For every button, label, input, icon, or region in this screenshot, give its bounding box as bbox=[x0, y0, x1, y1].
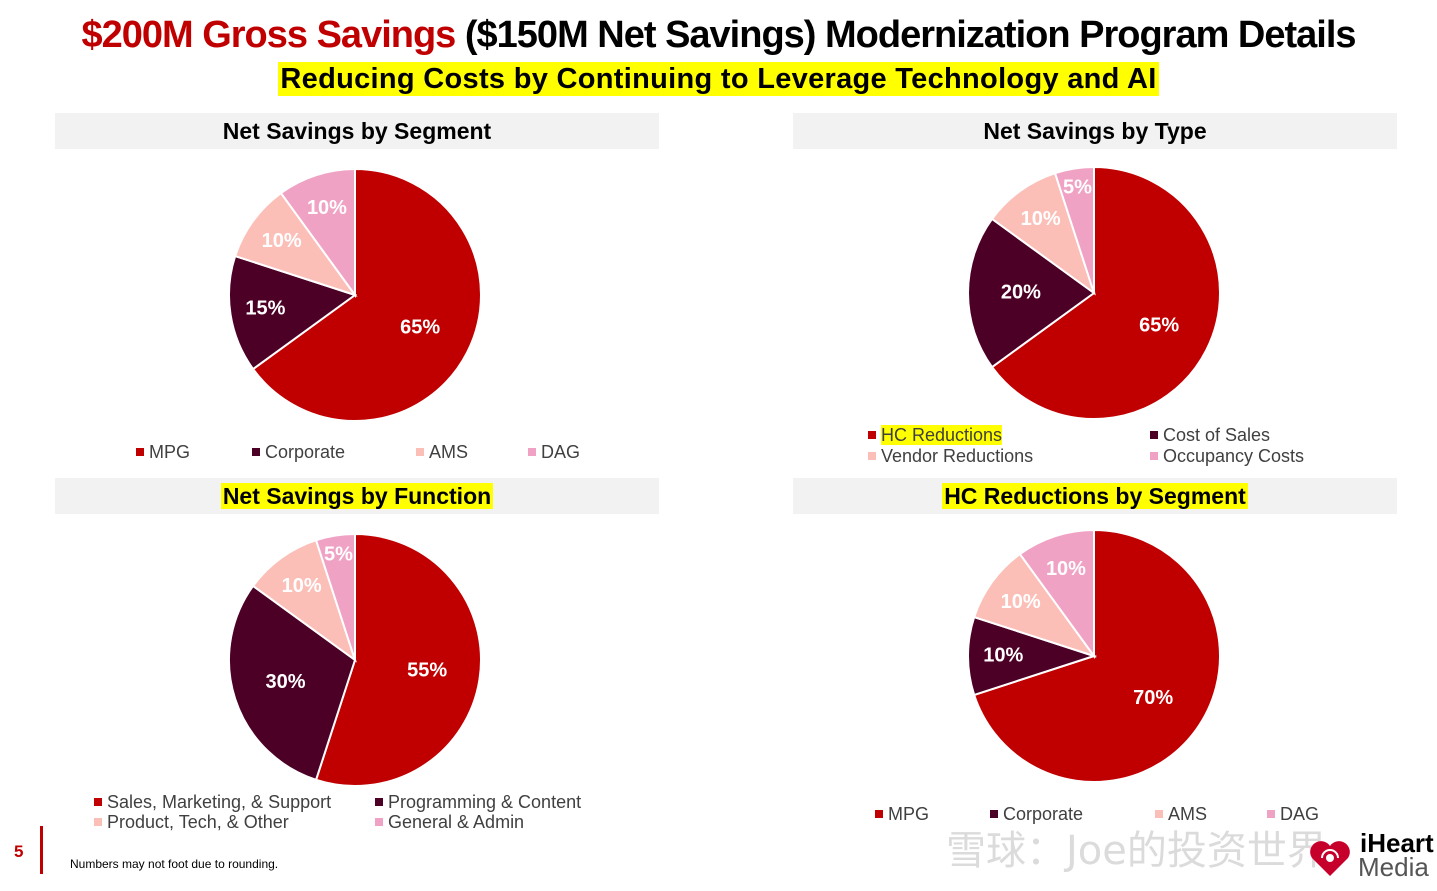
pie-slice-label: 20% bbox=[1001, 281, 1041, 303]
legend-item: DAG bbox=[528, 442, 580, 462]
pie-slice-label: 55% bbox=[407, 660, 447, 682]
page-number: 5 bbox=[14, 842, 24, 861]
pie-slice-label: 65% bbox=[400, 316, 440, 338]
pie-type: 65% 20% 10%5% bbox=[967, 165, 1221, 420]
legend-swatch bbox=[1267, 810, 1275, 818]
pie-slice-ams bbox=[233, 191, 358, 297]
legend-item: Programming & Content bbox=[375, 792, 581, 812]
legend-swatch bbox=[375, 818, 383, 826]
legend-item: MPG bbox=[875, 804, 929, 824]
legend-item: Sales, Marketing, & Support bbox=[94, 792, 331, 812]
legend-swatch bbox=[868, 431, 876, 439]
legend-item: Cost of Sales bbox=[1150, 425, 1270, 445]
legend-swatch bbox=[252, 448, 260, 456]
pie-slice-label: 70% bbox=[1133, 687, 1173, 709]
pie-slice-sales-marketing-support bbox=[314, 532, 482, 787]
legend-item: DAG bbox=[1267, 804, 1319, 824]
legend-item: AMS bbox=[416, 442, 468, 462]
pie-slice-label: 30% bbox=[265, 671, 305, 693]
pie-slice-dag bbox=[279, 167, 356, 299]
pie-function: 55% 30% 10%5% bbox=[228, 532, 482, 787]
pie-slice-corporate bbox=[228, 254, 358, 371]
chart-title-function: Net Savings by Function bbox=[55, 478, 659, 514]
pie-slice-product-tech-other bbox=[251, 538, 357, 663]
legend-swatch bbox=[875, 810, 883, 818]
legend-item: Corporate bbox=[990, 804, 1083, 824]
pie-slice-label: 5% bbox=[1063, 177, 1092, 199]
pie-slice-label: 65% bbox=[1139, 314, 1179, 336]
footnote: Numbers may not foot due to rounding. bbox=[70, 857, 279, 871]
pie-slice-label: 10% bbox=[1021, 208, 1061, 230]
pie-slice-label: 10% bbox=[262, 230, 302, 252]
pie-slice-cost-of-sales bbox=[967, 217, 1096, 369]
pie-slice-label: 10% bbox=[983, 644, 1023, 666]
legend-item: Vendor Reductions bbox=[868, 446, 1033, 466]
slide-title: $200M Gross Savings ($150M Net Savings) … bbox=[0, 14, 1437, 57]
legend-swatch bbox=[416, 448, 424, 456]
pie-slice-label: 10% bbox=[307, 197, 347, 219]
brand-heart-text: iHeart bbox=[1360, 828, 1434, 858]
watermark-text: 雪球：Joe的投资世界 bbox=[946, 828, 1327, 874]
legend-swatch bbox=[990, 810, 998, 818]
legend-swatch bbox=[136, 448, 144, 456]
pie-slice-ams bbox=[972, 552, 1097, 658]
legend-swatch bbox=[1155, 810, 1163, 818]
pie-slice-label: 10% bbox=[1001, 591, 1041, 613]
legend-swatch bbox=[868, 452, 876, 460]
pie-slice-label: 10% bbox=[282, 575, 322, 597]
page-divider bbox=[40, 826, 43, 874]
slide-subtitle: Reducing Costs by Continuing to Leverage… bbox=[278, 62, 1159, 96]
pie-slice-general-admin bbox=[314, 532, 356, 661]
legend-swatch bbox=[94, 798, 102, 806]
pie-slice-programming-content bbox=[228, 584, 357, 782]
legend-swatch bbox=[94, 818, 102, 826]
pie-slice-vendor-reductions bbox=[990, 171, 1096, 296]
legend-swatch bbox=[375, 798, 383, 806]
pie-slice-label: 15% bbox=[245, 297, 285, 319]
pie-slice-mpg bbox=[251, 167, 482, 422]
legend-swatch bbox=[528, 448, 536, 456]
legend-item: AMS bbox=[1155, 804, 1207, 824]
pie-segment: 65% 15% 10%10% bbox=[228, 167, 482, 422]
legend-item: Product, Tech, & Other bbox=[94, 812, 289, 832]
legend-item: General & Admin bbox=[375, 812, 524, 832]
pie-slice-corporate bbox=[967, 615, 1098, 697]
brand-media-text: Media bbox=[1358, 852, 1429, 882]
pie-hc-segment: 70%10%10%10% bbox=[967, 528, 1221, 783]
legend-item: Occupancy Costs bbox=[1150, 446, 1304, 466]
title-gross-savings: $200M Gross Savings bbox=[81, 14, 456, 56]
legend-item: Corporate bbox=[252, 442, 345, 462]
legend-item: MPG bbox=[136, 442, 190, 462]
chart-title-type: Net Savings by Type bbox=[793, 113, 1397, 149]
legend-swatch bbox=[1150, 452, 1158, 460]
legend-item: HC Reductions bbox=[868, 425, 1003, 445]
chart-title-hc-segment: HC Reductions by Segment bbox=[793, 478, 1397, 514]
chart-title-segment: Net Savings by Segment bbox=[55, 113, 659, 149]
pie-slice-label: 5% bbox=[324, 544, 353, 566]
pie-slice-dag bbox=[1018, 528, 1095, 660]
legend-swatch bbox=[1150, 431, 1158, 439]
pie-slice-occupancy-costs bbox=[1053, 165, 1095, 294]
iheartmedia-logo: iHeart Media bbox=[1300, 822, 1434, 882]
heart-logo-icon bbox=[1310, 841, 1350, 876]
pie-slice-hc-reductions bbox=[990, 165, 1221, 420]
pie-slice-label: 10% bbox=[1046, 558, 1086, 580]
title-net-savings: ($150M Net Savings) Modernization Progra… bbox=[464, 14, 1357, 56]
